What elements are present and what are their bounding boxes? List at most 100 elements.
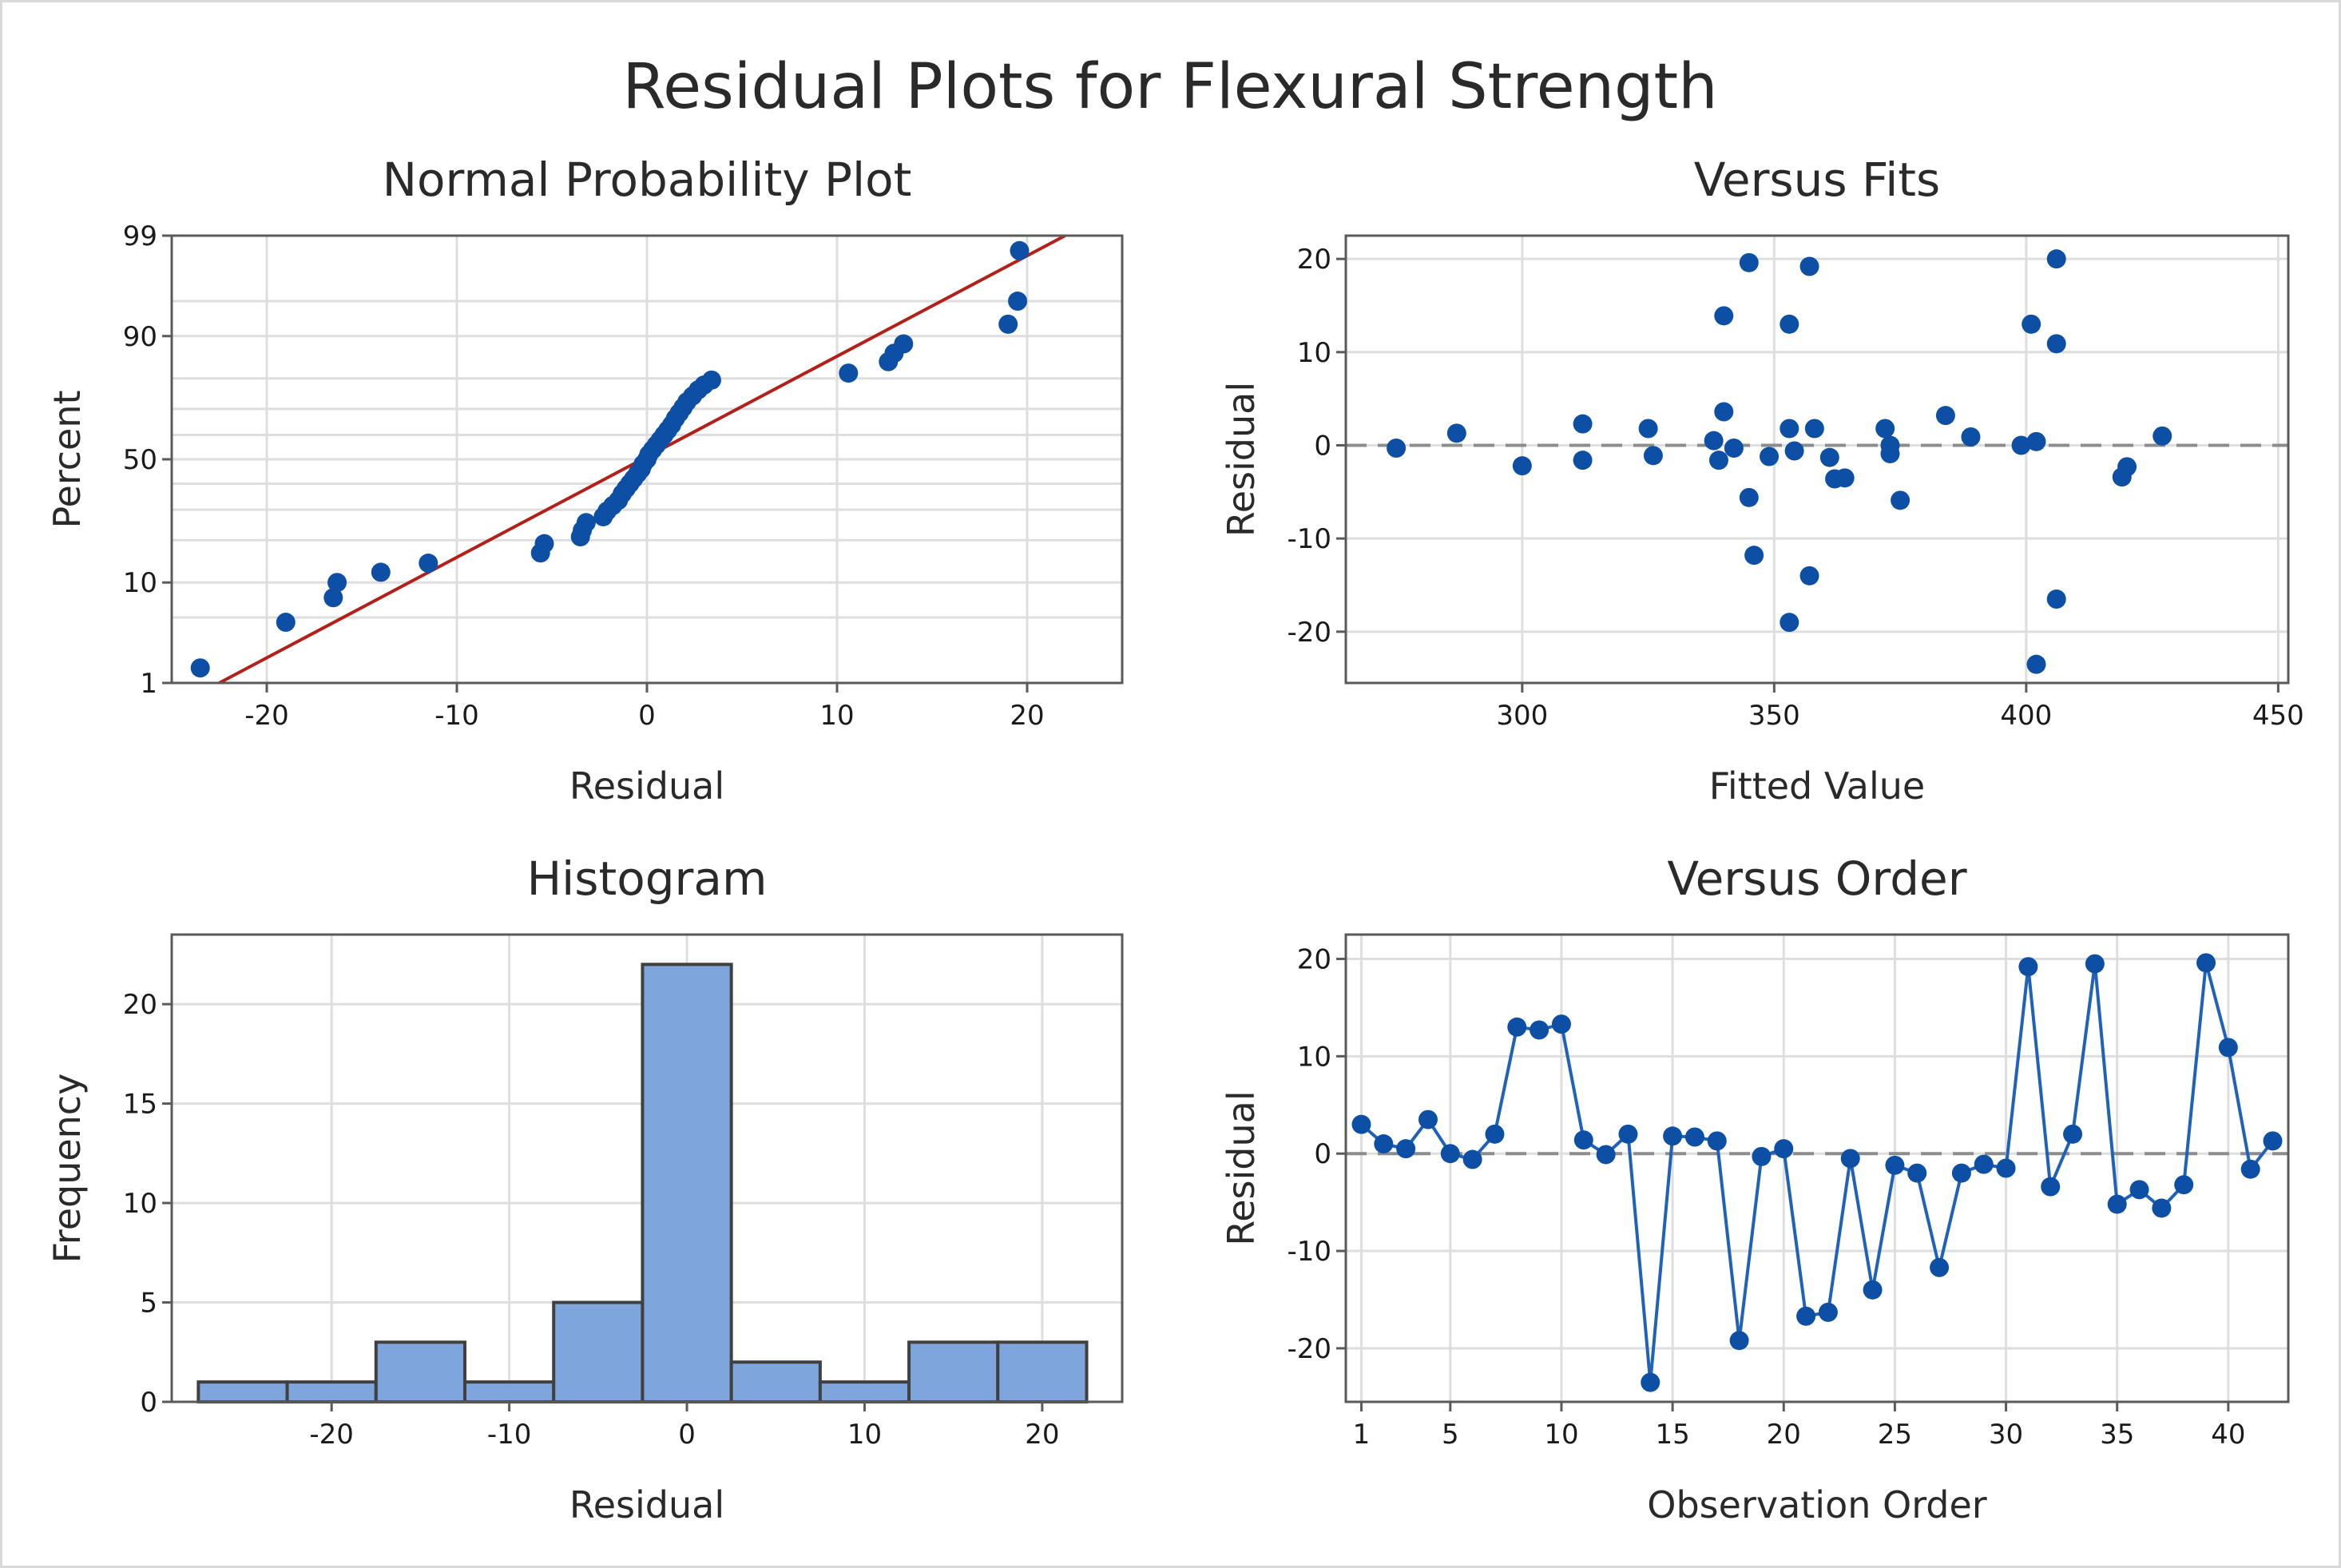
normal-data-point (276, 613, 296, 633)
order-x-tick-label: 35 (2100, 1419, 2134, 1451)
fits-data-point (1739, 487, 1759, 507)
fits-y-axis-label: Residual (1220, 382, 1263, 537)
histogram-y-axis-label: Frequency (46, 1074, 89, 1264)
order-data-point (1573, 1130, 1593, 1150)
fits-y-tick-label: 10 (1297, 337, 1331, 369)
histogram-bar (196, 1380, 289, 1403)
order-data-point (1663, 1126, 1683, 1146)
order-data-point (1374, 1134, 1394, 1154)
order-data-point (1684, 1127, 1704, 1147)
histogram-bar (374, 1340, 467, 1403)
normal-panel: -20 -10 0 10 20 1 10 50 90 99 Normal Probability P… (46, 153, 1124, 808)
order-data-point (1530, 1020, 1549, 1040)
order-x-tick-label: 30 (1989, 1419, 2023, 1451)
histogram-bar (907, 1340, 1000, 1403)
order-data-point (1774, 1139, 1794, 1159)
order-y-tick-label: 0 (1314, 1138, 1331, 1170)
histogram-x-tick-label: 0 (678, 1419, 696, 1451)
histogram-x-tick-label: 20 (1025, 1419, 1059, 1451)
fits-data-point (1638, 419, 1658, 439)
order-data-point (2218, 1038, 2238, 1058)
fits-data-point (1804, 419, 1824, 439)
order-x-tick-label: 10 (1544, 1419, 1578, 1451)
normal-data-point (419, 554, 438, 574)
histogram-x-tick-label: -20 (309, 1419, 354, 1451)
fits-data-point (1780, 419, 1799, 439)
histogram-bar (996, 1340, 1089, 1403)
fits-data-point (1446, 423, 1466, 443)
normal-title: Normal Probability Plot (383, 153, 912, 207)
normal-x-tick-label: 20 (1010, 700, 1044, 732)
fits-data-point (2046, 589, 2066, 609)
normal-x-tick-label: -10 (434, 700, 479, 732)
fits-data-point (2153, 426, 2172, 446)
order-data-point (1485, 1124, 1505, 1144)
histogram-bar (552, 1300, 645, 1403)
order-x-tick-label: 25 (1878, 1419, 1912, 1451)
order-data-point (1641, 1372, 1661, 1392)
normal-data-point (1008, 292, 1028, 312)
order-data-point (1418, 1110, 1438, 1129)
histogram-x-axis-label: Residual (569, 1483, 724, 1526)
order-data-point (1551, 1014, 1571, 1034)
histogram-y-tick-label: 0 (140, 1387, 157, 1419)
fits-data-point (1935, 406, 1955, 426)
normal-data-point (323, 588, 343, 608)
order-data-point (1618, 1124, 1638, 1144)
fits-data-point (1739, 252, 1759, 272)
order-plot-frame (1344, 933, 2290, 1403)
order-data-point (2018, 957, 2038, 977)
normal-data-point (190, 658, 210, 678)
order-y-tick-label: 20 (1297, 943, 1331, 975)
fits-y-tick-label: 20 (1297, 244, 1331, 276)
histogram-y-tick-label: 10 (123, 1188, 157, 1220)
histogram-x-tick-label: 10 (847, 1419, 882, 1451)
order-data-point (2263, 1131, 2283, 1151)
order-data-point (2129, 1180, 2149, 1200)
fits-x-tick-label: 400 (2000, 700, 2052, 732)
fits-data-point (1784, 441, 1804, 461)
histogram-bar (818, 1380, 911, 1403)
normal-data-point (1010, 240, 1030, 260)
order-title: Versus Order (1667, 851, 1966, 906)
order-x-axis-label: Observation Order (1647, 1483, 1987, 1526)
fits-data-point (1714, 402, 1734, 422)
normal-y-tick-label: 50 (123, 444, 157, 476)
histogram-panel: -20 -10 0 10 20 0 5 10 15 20 Histogram Residual Freq… (46, 851, 1124, 1526)
normal-y-tick-label: 1 (140, 668, 157, 700)
normal-data-point (576, 513, 596, 533)
order-data-point (2152, 1198, 2172, 1218)
normal-data-point (371, 562, 391, 582)
histogram-x-tick-label: -10 (487, 1419, 532, 1451)
histogram-bar (729, 1360, 822, 1404)
normal-x-tick-label: 10 (819, 700, 854, 732)
normal-y-tick-label: 10 (123, 567, 157, 599)
fits-data-point (2046, 334, 2066, 354)
order-y-tick-label: -10 (1287, 1236, 1331, 1268)
fits-data-point (1880, 444, 1900, 463)
fits-panel: 300 350 400 450 -20 -10 0 10 20 Versus Fits Fitted… (1220, 153, 2304, 808)
order-data-point (1729, 1331, 1749, 1351)
fits-title: Versus Fits (1694, 153, 1941, 207)
order-data-point (1885, 1155, 1905, 1175)
fits-data-point (2046, 249, 2066, 269)
order-data-point (1462, 1149, 1482, 1169)
main-title: Residual Plots for Flexural Strength (622, 51, 1717, 123)
normal-x-tick-label: 0 (638, 700, 656, 732)
histogram-title: Histogram (527, 851, 768, 906)
normal-data-point (839, 363, 859, 383)
order-x-tick-label: 40 (2211, 1419, 2245, 1451)
fits-data-point (1835, 468, 1855, 488)
normal-data-point (894, 334, 914, 354)
fits-data-point (1704, 431, 1724, 451)
histogram-y-tick-label: 15 (123, 1089, 157, 1121)
normal-data-point (998, 314, 1018, 334)
normal-y-axis-label: Percent (46, 390, 89, 528)
histogram-y-tick-label: 20 (123, 989, 157, 1021)
fits-x-tick-label: 300 (1496, 700, 1548, 732)
order-data-point (1596, 1145, 1616, 1165)
order-data-point (1796, 1306, 1816, 1326)
order-data-point (1863, 1280, 1883, 1300)
